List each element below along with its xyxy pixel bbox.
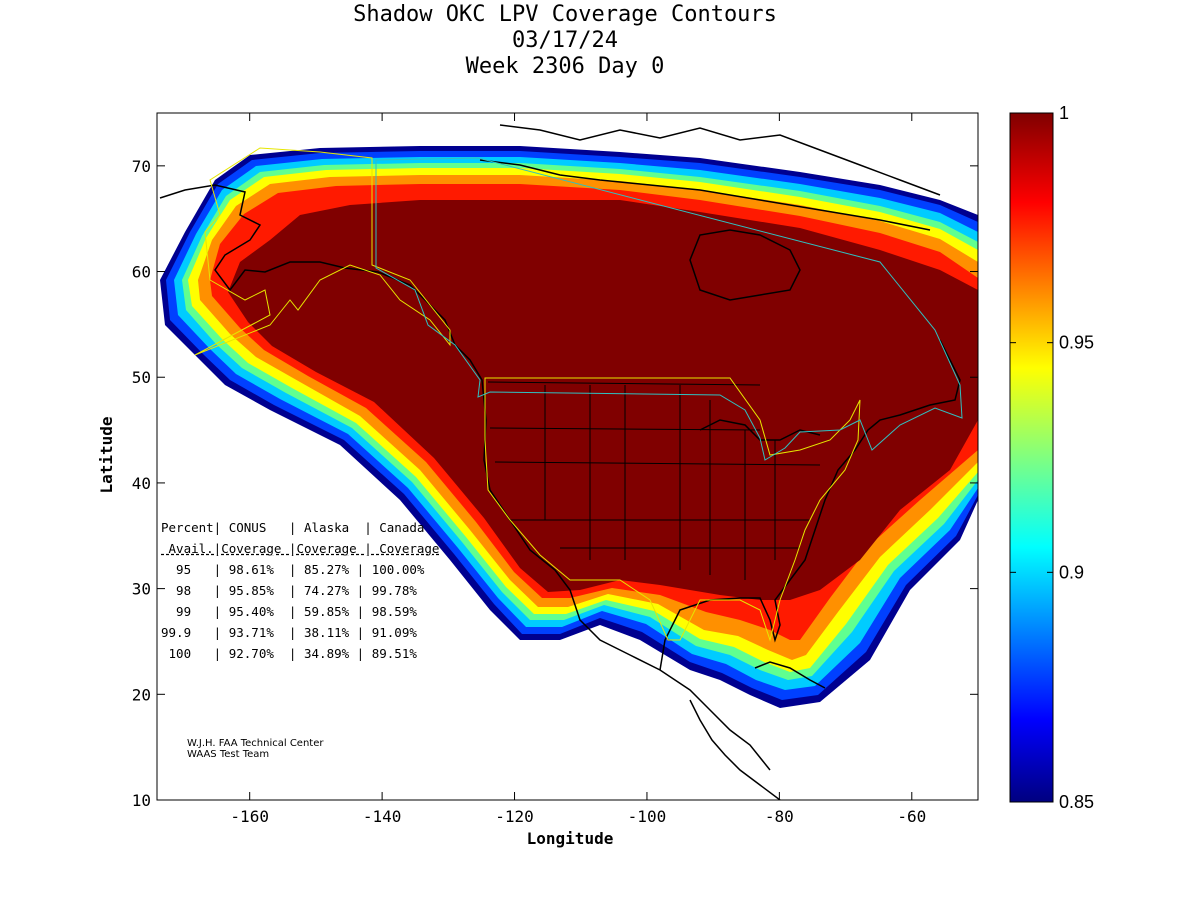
x-axis-title: Longitude — [527, 829, 614, 848]
central-america — [689, 699, 781, 800]
y-tick-label: 10 — [132, 791, 151, 810]
contour-100 — [228, 200, 978, 600]
table-header-1: Percent| CONUS | Alaska | Canada — [161, 520, 425, 535]
map-title-line1: Shadow OKC LPV Coverage Contours — [353, 2, 777, 27]
colorbar-tick-label: 0.95 — [1059, 333, 1094, 353]
y-tick-label: 50 — [132, 368, 151, 387]
y-tick-label: 40 — [132, 474, 151, 493]
y-tick-label: 20 — [132, 685, 151, 704]
table-header-2: Avail.|Coverage |Coverage | Coverage — [161, 541, 440, 556]
table-row: 95 | 98.61% | 85.27% | 100.00% — [161, 562, 425, 577]
credit-line2: WAAS Test Team — [187, 749, 270, 760]
x-tick-label: -100 — [628, 807, 667, 826]
table-row: 99.9 | 93.71% | 38.11% | 91.09% — [161, 625, 417, 640]
y-axis-title: Latitude — [97, 416, 116, 493]
colorbar-tick-label: 0.85 — [1059, 792, 1094, 812]
west-coast — [454, 344, 771, 771]
colorbar-tick-label: 1 — [1059, 103, 1069, 123]
table-row: 98 | 95.85% | 74.27% | 99.78% — [161, 583, 417, 598]
alaska-coast — [159, 184, 456, 346]
map-title-line3: Week 2306 Day 0 — [465, 54, 665, 79]
x-tick-label: -80 — [765, 807, 794, 826]
cuba — [754, 661, 826, 689]
arctic-coast — [479, 159, 931, 231]
y-ticks: 70 60 50 40 30 20 10 — [132, 157, 978, 810]
colorbar — [1009, 112, 1054, 803]
y-tick-label: 70 — [132, 157, 151, 176]
y-tick-label: 60 — [132, 263, 151, 282]
coverage-contours — [160, 146, 978, 708]
state-borders — [487, 381, 821, 580]
x-tick-label: -60 — [897, 807, 926, 826]
x-tick-label: -120 — [495, 807, 534, 826]
table-row: 100 | 92.70% | 34.89% | 89.51% — [161, 646, 417, 661]
x-tick-label: -160 — [230, 807, 269, 826]
credit-line1: W.J.H. FAA Technical Center — [187, 738, 324, 749]
x-ticks: -160 -140 -120 -100 -80 -60 — [230, 113, 926, 826]
credit-block: W.J.H. FAA Technical Center WAAS Test Te… — [187, 738, 323, 760]
x-tick-label: -140 — [363, 807, 402, 826]
hudson-bay — [689, 229, 801, 301]
gulf-coast — [659, 339, 961, 671]
arctic-islands — [499, 124, 941, 196]
map-title-line2: 03/17/24 — [512, 28, 618, 53]
colorbar-tick-label: 0.9 — [1059, 562, 1084, 582]
table-row: 99 | 95.40% | 59.85% | 98.59% — [161, 604, 417, 619]
conus-boundary — [484, 377, 861, 642]
region-boundaries — [194, 147, 963, 642]
colorbar-ticks: 1 0.95 0.9 0.85 — [1010, 103, 1094, 812]
canada-boundary — [375, 157, 963, 461]
y-tick-label: 30 — [132, 580, 151, 599]
coastlines — [159, 124, 961, 800]
alaska-boundary — [194, 147, 451, 356]
plot-frame — [156, 112, 979, 801]
coverage-table: Percent| CONUS | Alaska | Canada Avail.|… — [161, 517, 439, 664]
